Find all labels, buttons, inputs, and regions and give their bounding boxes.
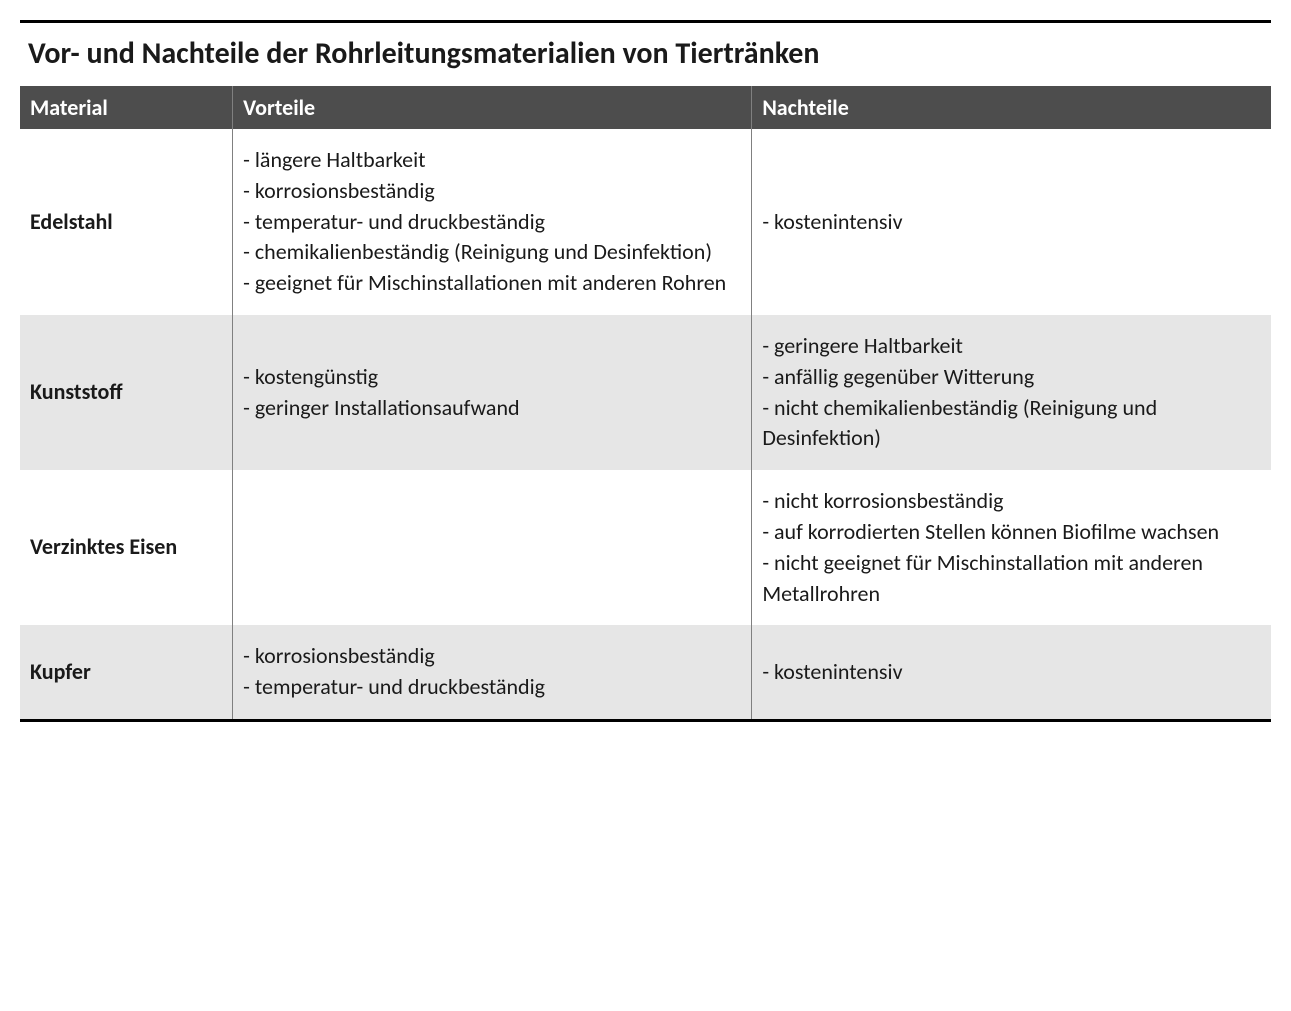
cell-material: Kunststoff bbox=[20, 315, 233, 470]
table-row: Verzinktes Eisen - nicht korrosionsbestän… bbox=[20, 470, 1271, 625]
cell-pros: - kostengünstig- geringer Installationsa… bbox=[233, 315, 752, 470]
table-row: Kunststoff- kostengünstig- geringer Inst… bbox=[20, 315, 1271, 470]
col-header-pros: Vorteile bbox=[233, 86, 752, 129]
cons-item: - kostenintensiv bbox=[762, 657, 1261, 688]
pros-item: - geringer Installationsaufwand bbox=[243, 393, 741, 424]
cons-item: - nicht korrosionsbeständig bbox=[762, 486, 1261, 517]
pros-item: - temperatur- und druckbeständig bbox=[243, 672, 741, 703]
pros-item: - temperatur- und druckbeständig bbox=[243, 207, 741, 238]
cons-item: - geringere Haltbarkeit bbox=[762, 331, 1261, 362]
cell-pros: - korrosionsbeständig- temperatur- und d… bbox=[233, 625, 752, 719]
table-container: Vor- und Nachteile der Rohrleitungsmater… bbox=[20, 20, 1271, 722]
pros-item: - chemikalienbeständig (Reinigung und De… bbox=[243, 237, 741, 268]
cell-cons: - kostenintensiv bbox=[752, 625, 1271, 719]
pros-item: - kostengünstig bbox=[243, 362, 741, 393]
cell-pros bbox=[233, 470, 752, 625]
cons-item: - nicht chemikalienbeständig (Reinigung … bbox=[762, 393, 1261, 455]
cell-cons: - kostenintensiv bbox=[752, 129, 1271, 315]
pros-item: - geeignet für Mischinstallationen mit a… bbox=[243, 268, 741, 299]
pros-item: - längere Haltbarkeit bbox=[243, 145, 741, 176]
cell-material: Kupfer bbox=[20, 625, 233, 719]
materials-table: Material Vorteile Nachteile Edelstahl- l… bbox=[20, 86, 1271, 719]
cell-cons: - nicht korrosionsbeständig- auf korrodi… bbox=[752, 470, 1271, 625]
pros-item: - korrosionsbeständig bbox=[243, 176, 741, 207]
table-row: Edelstahl- längere Haltbarkeit- korrosio… bbox=[20, 129, 1271, 315]
cons-item: - anfällig gegenüber Witterung bbox=[762, 362, 1261, 393]
cons-item: - kostenintensiv bbox=[762, 207, 1261, 238]
cell-cons: - geringere Haltbarkeit- anfällig gegenü… bbox=[752, 315, 1271, 470]
cons-item: - auf korrodierten Stellen können Biofil… bbox=[762, 517, 1261, 548]
table-body: Edelstahl- längere Haltbarkeit- korrosio… bbox=[20, 129, 1271, 719]
page-title: Vor- und Nachteile der Rohrleitungsmater… bbox=[20, 23, 1271, 86]
table-row: Kupfer- korrosionsbeständig- temperatur-… bbox=[20, 625, 1271, 719]
cell-material: Edelstahl bbox=[20, 129, 233, 315]
cell-material: Verzinktes Eisen bbox=[20, 470, 233, 625]
cell-pros: - längere Haltbarkeit- korrosionsbeständ… bbox=[233, 129, 752, 315]
pros-item: - korrosionsbeständig bbox=[243, 641, 741, 672]
col-header-material: Material bbox=[20, 86, 233, 129]
cons-item: - nicht geeignet für Mischinstallation m… bbox=[762, 548, 1261, 610]
table-header-row: Material Vorteile Nachteile bbox=[20, 86, 1271, 129]
col-header-cons: Nachteile bbox=[752, 86, 1271, 129]
